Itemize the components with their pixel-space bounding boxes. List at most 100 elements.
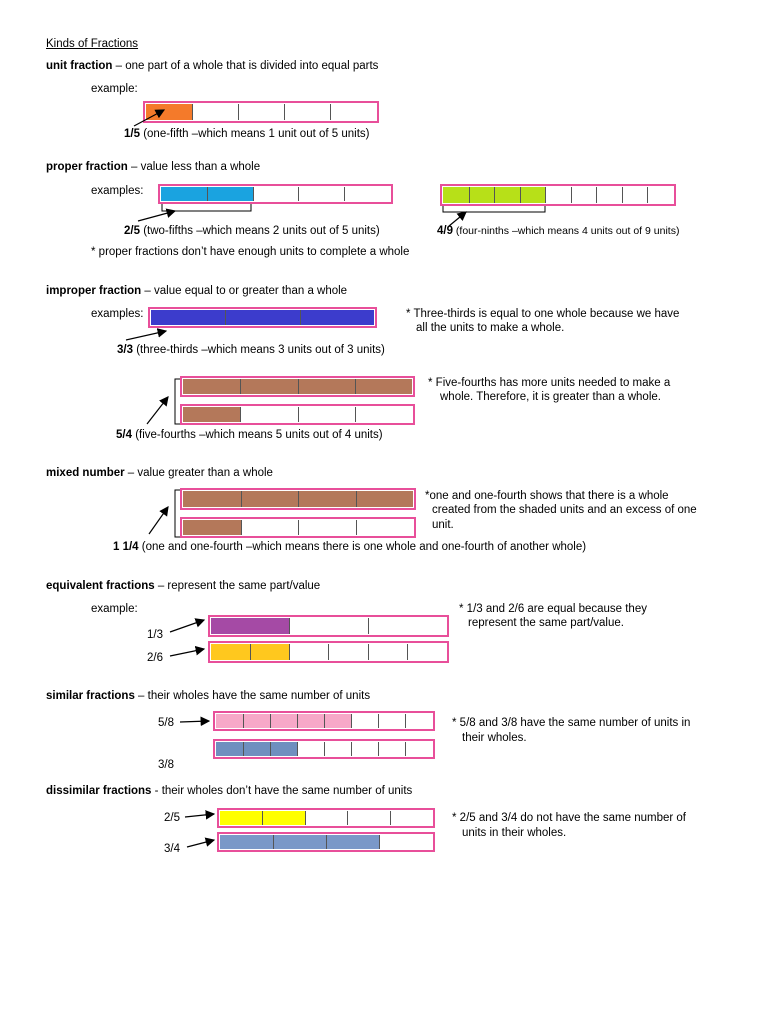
proper-fraction-term: proper fraction	[46, 161, 128, 173]
similar-arrow-5-8	[179, 716, 211, 727]
empty-unit	[284, 104, 330, 120]
shaded-unit	[494, 187, 520, 203]
shaded-unit	[161, 187, 207, 201]
empty-unit	[238, 104, 284, 120]
improper-fraction-value-5-4: 5/4	[116, 429, 132, 441]
shaded-unit	[270, 742, 297, 756]
shaded-unit	[297, 379, 355, 394]
unit-fraction-caption: 1/5 (one-fifth –which means 1 unit out o…	[124, 127, 369, 141]
shaded-unit	[211, 618, 290, 634]
shaded-unit	[355, 491, 413, 507]
empty-unit	[405, 742, 432, 756]
improper-note-5-4-line2: whole. Therefore, it is greater than a w…	[440, 391, 661, 403]
empty-unit	[328, 644, 368, 660]
similar-label-3-8: 3/8	[158, 759, 174, 771]
dissimilar-fractions-definition: - their wholes don’t have the same numbe…	[151, 785, 413, 797]
similar-fractions-heading: similar fractions – their wholes have th…	[46, 689, 370, 703]
empty-unit	[596, 187, 622, 203]
improper-fraction-bar-5-4-extra	[180, 404, 415, 425]
improper-arrow-3-3	[125, 328, 168, 341]
empty-unit	[647, 187, 673, 203]
improper-note-5-4-line1: * Five-fourths has more units needed to …	[428, 377, 671, 389]
proper-arrow-2-5	[137, 208, 177, 222]
empty-unit	[367, 644, 407, 660]
similar-bar-5-8	[213, 711, 435, 731]
mixed-number-explanation: (one and one-fourth –which means there i…	[138, 541, 587, 553]
improper-caption-3-3: 3/3 (three-thirds –which means 3 units o…	[117, 343, 385, 357]
unit-fraction-term: unit fraction	[46, 60, 113, 72]
unit-fraction-bar	[143, 101, 379, 123]
empty-unit	[298, 187, 345, 201]
mixed-number-bar-fourth	[180, 517, 416, 538]
similar-bar-3-8	[213, 739, 435, 759]
empty-unit	[354, 407, 412, 422]
empty-unit	[378, 714, 405, 728]
improper-fraction-bar-5-4-whole	[180, 376, 415, 397]
shaded-unit	[243, 742, 270, 756]
shaded-unit	[206, 187, 253, 201]
equivalent-example-label: example:	[91, 603, 138, 615]
equivalent-bar-2-6	[208, 641, 449, 663]
shaded-unit	[240, 491, 298, 507]
shaded-unit	[216, 742, 243, 756]
empty-unit	[355, 520, 413, 535]
empty-unit	[351, 742, 378, 756]
similar-fractions-definition: – their wholes have the same number of u…	[134, 690, 371, 702]
empty-unit	[347, 811, 390, 825]
proper-fraction-bar-2-5	[158, 184, 393, 204]
equivalent-arrow-2-6	[169, 645, 206, 657]
proper-bracket-2-5	[161, 204, 252, 212]
dissimilar-note-line1: * 2/5 and 3/4 do not have the same numbe…	[452, 812, 686, 824]
shaded-unit	[183, 379, 241, 394]
improper-explanation-5-4: (five-fourths –which means 5 units out o…	[132, 429, 383, 441]
dissimilar-bar-2-5	[217, 808, 435, 828]
equivalent-label-2-6: 2/6	[147, 652, 163, 664]
empty-unit	[378, 742, 405, 756]
shaded-unit	[183, 407, 241, 422]
improper-fraction-bar-3-3	[148, 307, 377, 328]
page-title: Kinds of Fractions	[46, 38, 139, 50]
shaded-unit	[299, 310, 374, 325]
empty-unit	[297, 742, 324, 756]
proper-fraction-definition: – value less than a whole	[127, 161, 261, 173]
improper-arrow-5-4	[146, 396, 169, 425]
improper-note-3-3-line1: * Three-thirds is equal to one whole bec…	[406, 308, 680, 320]
improper-example-label: examples:	[91, 308, 144, 320]
shaded-unit	[250, 644, 290, 660]
dissimilar-label-2-5: 2/5	[164, 812, 180, 824]
empty-unit	[192, 104, 238, 120]
unit-fraction-heading: unit fraction – one part of a whole that…	[46, 59, 378, 73]
equivalent-label-1-3: 1/3	[147, 629, 163, 641]
proper-explanation-4-9: (four-ninths –which means 4 units out of…	[453, 225, 680, 237]
equivalent-note-line2: represent the same part/value.	[468, 617, 624, 629]
mixed-note-line3: unit.	[432, 519, 454, 531]
unit-fraction-value: 1/5	[124, 128, 140, 140]
improper-fraction-value-3-3: 3/3	[117, 344, 133, 356]
empty-unit	[545, 187, 571, 203]
shaded-unit	[519, 187, 546, 203]
equivalent-arrow-1-3	[169, 618, 206, 633]
empty-unit	[379, 835, 432, 849]
empty-unit	[367, 618, 446, 634]
proper-bracket-4-9	[442, 206, 546, 213]
proper-fraction-value-2-5: 2/5	[124, 225, 140, 237]
mixed-note-line2: created from the shaded units and an exc…	[432, 504, 697, 516]
proper-fraction-bar-4-9	[440, 184, 676, 206]
equivalent-fractions-definition: – represent the same part/value	[154, 580, 321, 592]
mixed-number-definition: – value greater than a whole	[124, 467, 273, 479]
empty-unit	[389, 811, 432, 825]
empty-unit	[240, 407, 298, 422]
dissimilar-fractions-heading: dissimilar fractions - their wholes don’…	[46, 784, 412, 798]
empty-unit	[406, 644, 446, 660]
shaded-unit	[240, 379, 298, 394]
equivalent-bar-1-3	[208, 615, 449, 637]
dissimilar-bar-3-4	[217, 832, 435, 852]
mixed-number-value: 1 1/4	[113, 541, 139, 553]
proper-example-label: examples:	[91, 185, 144, 197]
improper-fraction-term: improper fraction	[46, 285, 142, 297]
shaded-unit	[225, 310, 300, 325]
shaded-unit	[146, 104, 192, 120]
similar-note-line1: * 5/8 and 3/8 have the same number of un…	[452, 717, 691, 729]
shaded-unit	[270, 714, 297, 728]
shaded-unit	[183, 491, 241, 507]
